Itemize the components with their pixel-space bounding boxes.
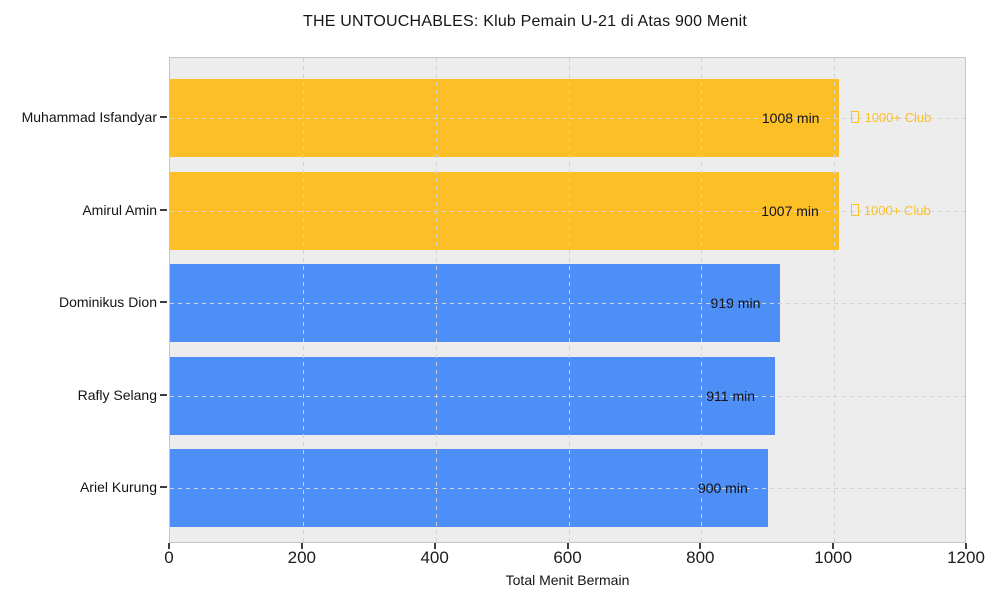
gridline-x-600 [568,58,570,542]
y-tick-dominikus-dion [160,301,167,303]
x-tick-label-1200: 1200 [947,548,985,567]
gridline-y-muhammad-isfandyar [170,118,965,119]
y-axis-label-amirul-amin: Amirul Amin [82,201,157,218]
y-tick-amirul-amin [160,208,167,211]
trophy-missing-glyph-icon [850,203,859,216]
gridline-x-800 [701,58,703,542]
x-tick-label-600: 600 [553,548,582,567]
plot-area: 1008 min 1000+ Club 1007 min 1000+ Club 919 … [169,57,966,543]
gridline-y-amirul-amin [170,210,965,212]
gridline-y-ariel-kurung [170,488,965,489]
bar-value-label: 1007 min [761,202,819,219]
y-axis-label-rafly-selang: Rafly Selang [77,386,157,403]
x-tick-200 [300,543,303,549]
y-axis-label-ariel-kurung: Ariel Kurung [79,479,157,495]
x-tick-800 [699,543,702,549]
y-axis-label-dominikus-dion: Dominikus Dion [58,294,157,310]
y-tick-muhammad-isfandyar [160,116,167,118]
y-tick-rafly-selang [160,393,167,396]
x-tick-0 [168,543,170,549]
x-tick-label-0: 0 [164,548,174,567]
x-tick-label-400: 400 [420,548,449,567]
x-tick-label-800: 800 [686,548,715,567]
gridline-y-dominikus-dion [170,303,965,304]
x-tick-400 [433,543,436,549]
gridline-x-1000 [834,58,836,542]
x-tick-label-200: 200 [287,548,317,567]
bar-value-label: 1008 min [761,110,820,126]
x-tick-1000 [832,543,835,549]
y-tick-ariel-kurung [160,486,167,488]
trophy-missing-glyph-icon [851,111,860,123]
gridline-x-400 [435,58,437,542]
bar-value-label: 911 min [706,387,756,404]
annotation-1000-club: 1000+ Club [851,108,931,128]
gridline-y-rafly-selang [170,395,965,397]
x-axis-title: Total Menit Bermain [505,572,630,588]
gridline-x-200 [302,58,304,542]
y-axis-label-muhammad-isfandyar: Muhammad Isfandyar [21,109,157,125]
bar-value-label: 900 min [697,480,748,496]
chart-title: THE UNTOUCHABLES: Klub Pemain U-21 di At… [302,13,748,30]
x-tick-600 [566,543,569,549]
annotation-1000-club: 1000+ Club [850,201,931,221]
x-tick-1200 [965,543,967,549]
x-tick-label-1000: 1000 [814,548,853,567]
bar-value-label: 919 min [710,295,761,311]
